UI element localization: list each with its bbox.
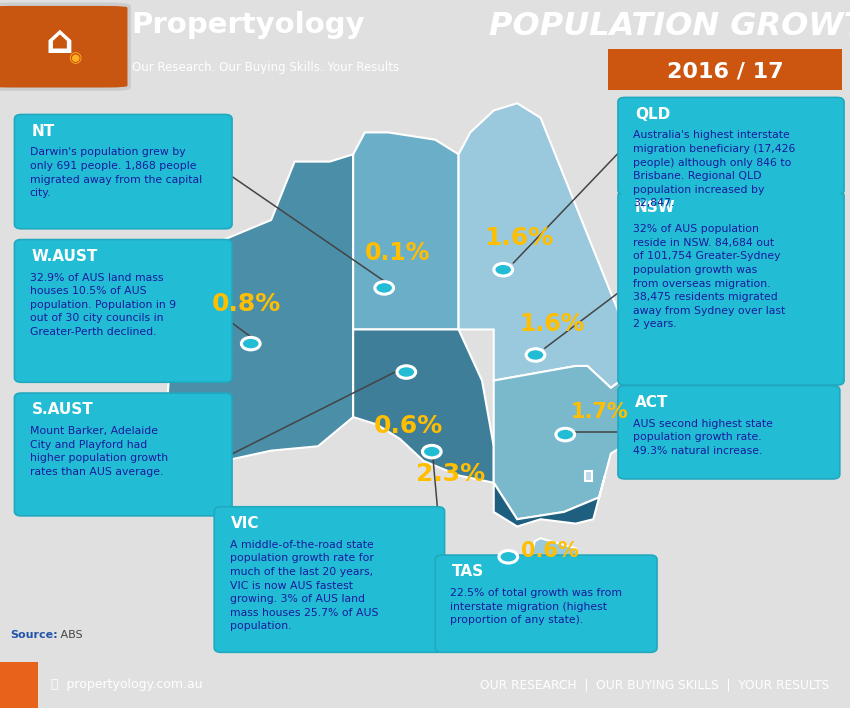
Circle shape (397, 366, 416, 378)
FancyBboxPatch shape (620, 387, 837, 417)
Text: A middle-of-the-road state
population growth rate for
much of the last 20 years,: A middle-of-the-road state population gr… (230, 539, 378, 632)
Text: Australia's highest interstate
migration beneficiary (17,426
people) although on: Australia's highest interstate migration… (633, 130, 796, 208)
Text: 2016 / 17: 2016 / 17 (666, 61, 784, 81)
Text: Source:: Source: (10, 630, 58, 640)
Text: Propertyology: Propertyology (132, 11, 366, 39)
Text: S.AUST: S.AUST (31, 402, 94, 417)
Text: 2.3%: 2.3% (416, 462, 485, 486)
Circle shape (494, 263, 513, 276)
Polygon shape (529, 538, 581, 592)
FancyBboxPatch shape (217, 508, 442, 538)
Text: Darwin's population grew by
only 691 people. 1,868 people
migrated away from the: Darwin's population grew by only 691 peo… (30, 147, 202, 198)
Text: QLD: QLD (635, 106, 670, 122)
Text: TAS: TAS (452, 564, 484, 579)
Polygon shape (166, 154, 353, 476)
FancyBboxPatch shape (620, 99, 842, 129)
Text: ABS: ABS (57, 630, 82, 640)
Text: NSW: NSW (635, 200, 676, 215)
Text: 🖥  propertyology.com.au: 🖥 propertyology.com.au (51, 678, 202, 692)
Text: 22.5% of total growth was from
interstate migration (highest
proportion of any s: 22.5% of total growth was from interstat… (450, 588, 622, 625)
Text: 0.8%: 0.8% (212, 292, 281, 316)
Circle shape (375, 282, 394, 294)
FancyBboxPatch shape (17, 241, 230, 271)
Text: 0.1%: 0.1% (366, 241, 430, 265)
Polygon shape (353, 329, 494, 483)
Text: ACT: ACT (635, 395, 668, 410)
FancyBboxPatch shape (620, 193, 842, 222)
Circle shape (241, 337, 260, 350)
FancyBboxPatch shape (618, 191, 844, 385)
Circle shape (526, 349, 545, 361)
Polygon shape (494, 476, 605, 527)
Text: 0.6%: 0.6% (521, 541, 579, 561)
Text: AUS second highest state
population growth rate.
49.3% natural increase.: AUS second highest state population grow… (633, 418, 774, 456)
Text: OUR RESEARCH  |  OUR BUYING SKILLS  |  YOUR RESULTS: OUR RESEARCH | OUR BUYING SKILLS | YOUR … (479, 678, 829, 692)
Circle shape (556, 428, 575, 441)
FancyBboxPatch shape (14, 239, 232, 382)
FancyBboxPatch shape (608, 49, 842, 90)
Text: 1.6%: 1.6% (520, 312, 585, 336)
Text: 0.6%: 0.6% (373, 414, 443, 438)
FancyBboxPatch shape (17, 116, 230, 146)
Polygon shape (585, 471, 592, 481)
Text: 32% of AUS population
reside in NSW. 84,684 out
of 101,754 Greater-Sydney
popula: 32% of AUS population reside in NSW. 84,… (633, 224, 785, 329)
Text: 1.6%: 1.6% (484, 227, 553, 251)
Bar (0, 662, 38, 708)
FancyBboxPatch shape (214, 507, 445, 652)
Text: ⌂: ⌂ (46, 23, 73, 61)
Circle shape (422, 445, 441, 458)
FancyBboxPatch shape (435, 555, 657, 652)
FancyBboxPatch shape (618, 386, 840, 479)
FancyBboxPatch shape (0, 4, 129, 89)
Text: W.AUST: W.AUST (31, 249, 98, 263)
Polygon shape (494, 366, 640, 519)
Text: 1.7%: 1.7% (570, 402, 628, 422)
Polygon shape (353, 132, 459, 329)
Text: 32.9% of AUS land mass
houses 10.5% of AUS
population. Population in 9
out of 30: 32.9% of AUS land mass houses 10.5% of A… (30, 273, 176, 337)
FancyBboxPatch shape (14, 115, 232, 229)
Text: VIC: VIC (231, 516, 260, 531)
FancyBboxPatch shape (438, 556, 654, 586)
Circle shape (499, 551, 518, 563)
Text: ◉: ◉ (68, 50, 82, 65)
Text: POPULATION GROWTH: POPULATION GROWTH (489, 11, 850, 42)
Text: NT: NT (31, 124, 54, 139)
Polygon shape (459, 103, 640, 388)
Text: Mount Barker, Adelaide
City and Playford had
higher population growth
rates than: Mount Barker, Adelaide City and Playford… (30, 426, 167, 477)
FancyBboxPatch shape (618, 98, 844, 195)
FancyBboxPatch shape (17, 395, 230, 424)
FancyBboxPatch shape (14, 393, 232, 516)
Text: Our Research. Our Buying Skills. Your Results: Our Research. Our Buying Skills. Your Re… (132, 61, 399, 74)
